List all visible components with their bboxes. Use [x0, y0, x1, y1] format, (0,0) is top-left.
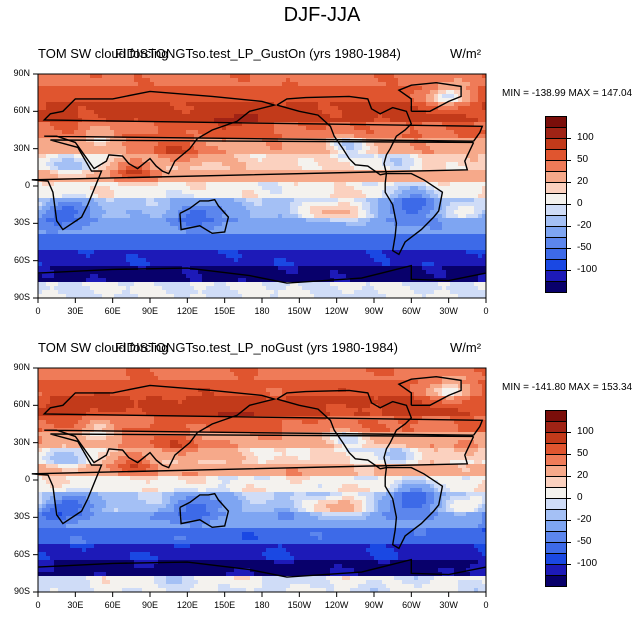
colorbar-label: 0 — [577, 492, 583, 503]
x-tick-label: 150E — [205, 306, 245, 316]
x-tick-label: 30E — [55, 306, 95, 316]
colorbar-tick — [567, 498, 571, 499]
colorbar-label: -100 — [577, 558, 597, 569]
x-tick-label: 60W — [391, 306, 431, 316]
colorbar-label: -100 — [577, 264, 597, 275]
colorbar-label: 50 — [577, 448, 588, 459]
colorbar-label: 20 — [577, 176, 588, 187]
colorbar-tick — [567, 564, 571, 565]
y-tick-label: 90S — [0, 586, 30, 596]
y-tick-label: 0 — [0, 180, 30, 190]
x-tick-label: 0 — [18, 600, 58, 610]
x-tick-label: 0 — [466, 600, 506, 610]
x-tick-label: 90W — [354, 600, 394, 610]
x-tick-label: 120E — [167, 306, 207, 316]
x-tick-label: 180 — [242, 306, 282, 316]
x-tick-label: 90E — [130, 306, 170, 316]
y-tick-label: 30N — [0, 143, 30, 153]
y-tick-label: 0 — [0, 474, 30, 484]
x-tick-label: 120W — [317, 306, 357, 316]
x-tick-label: 30W — [429, 306, 469, 316]
colorbar-label: -50 — [577, 536, 591, 547]
panel-subtitle: FIDISTONGTso.test_LP_GustOn (yrs 1980-19… — [115, 46, 401, 61]
x-tick-label: 30W — [429, 600, 469, 610]
y-tick-label: 30N — [0, 437, 30, 447]
x-tick-label: 150W — [279, 306, 319, 316]
x-tick-label: 150W — [279, 600, 319, 610]
sw-cloud-forcing-map — [38, 74, 486, 298]
colorbar-tick — [567, 270, 571, 271]
y-tick-label: 90S — [0, 292, 30, 302]
y-tick-label: 30S — [0, 217, 30, 227]
colorbar-tick — [567, 204, 571, 205]
colorbar-label: -50 — [577, 242, 591, 253]
y-tick-label: 60N — [0, 399, 30, 409]
max-label: MAX = 153.34 — [568, 382, 632, 393]
y-tick-label: 60S — [0, 549, 30, 559]
colorbar-tick — [567, 476, 571, 477]
min-max-label: MIN = -141.80 MAX = 153.34 — [502, 382, 632, 393]
sw-cloud-forcing-map — [38, 368, 486, 592]
colorbar-tick — [567, 542, 571, 543]
x-tick-label: 60E — [93, 600, 133, 610]
panel-units: W/m² — [450, 46, 481, 61]
colorbar-label: 100 — [577, 132, 594, 143]
figure-title: DJF-JJA — [0, 4, 644, 27]
colorbar-swatch — [545, 575, 567, 587]
panel-no-gust: TOM SW cloud forcing FIDISTONGTso.test_L… — [0, 338, 644, 638]
colorbar-label: -20 — [577, 220, 591, 231]
x-tick-label: 0 — [466, 306, 506, 316]
x-tick-label: 180 — [242, 600, 282, 610]
colorbar-tick — [567, 248, 571, 249]
x-tick-label: 30E — [55, 600, 95, 610]
colorbar-tick — [567, 454, 571, 455]
panel-gust-on: TOM SW cloud forcing FIDISTONGTso.test_L… — [0, 44, 644, 344]
x-tick-label: 90E — [130, 600, 170, 610]
min-label: MIN = -138.99 — [502, 88, 566, 99]
panel-subtitle: FIDISTONGTso.test_LP_noGust (yrs 1980-19… — [115, 340, 398, 355]
colorbar-tick — [567, 520, 571, 521]
max-label: MAX = 147.04 — [568, 88, 632, 99]
x-tick-label: 120E — [167, 600, 207, 610]
colorbar-label: -20 — [577, 514, 591, 525]
y-tick-label: 60S — [0, 255, 30, 265]
y-tick-label: 30S — [0, 511, 30, 521]
x-tick-label: 60E — [93, 306, 133, 316]
colorbar-label: 50 — [577, 154, 588, 165]
colorbar-label: 20 — [577, 470, 588, 481]
y-tick-label: 90N — [0, 362, 30, 372]
colorbar-swatch — [545, 281, 567, 293]
x-tick-label: 120W — [317, 600, 357, 610]
x-tick-label: 0 — [18, 306, 58, 316]
panel-units: W/m² — [450, 340, 481, 355]
x-tick-label: 150E — [205, 600, 245, 610]
x-tick-label: 60W — [391, 600, 431, 610]
y-tick-label: 60N — [0, 105, 30, 115]
min-max-label: MIN = -138.99 MAX = 147.04 — [502, 88, 632, 99]
colorbar-tick — [567, 160, 571, 161]
colorbar-tick — [567, 432, 571, 433]
colorbar-tick — [567, 182, 571, 183]
min-label: MIN = -141.80 — [502, 382, 566, 393]
colorbar-tick — [567, 226, 571, 227]
colorbar-label: 0 — [577, 198, 583, 209]
colorbar-label: 100 — [577, 426, 594, 437]
x-tick-label: 90W — [354, 306, 394, 316]
y-tick-label: 90N — [0, 68, 30, 78]
colorbar-tick — [567, 138, 571, 139]
